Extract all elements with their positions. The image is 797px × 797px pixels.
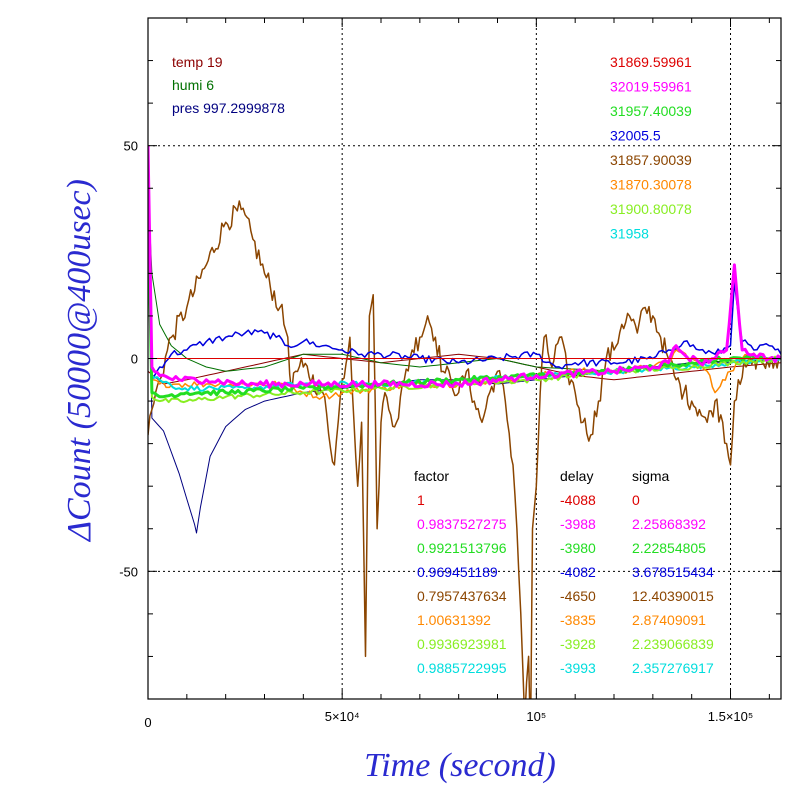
y-axis-label: ΔCount (50000@400usec) — [61, 179, 98, 543]
table-cell-factor-4: 0.7957437634 — [417, 588, 507, 604]
series-legend-entry-2: 31957.40039 — [610, 103, 692, 119]
x-axis-label: Time (second) — [364, 747, 556, 784]
table-cell-delay-6: -3928 — [560, 636, 596, 652]
series-layer — [148, 145, 781, 699]
table-cell-sigma-7: 2.357276917 — [632, 660, 714, 676]
table-cell-factor-5: 1.00631392 — [417, 612, 491, 628]
table-cell-delay-2: -3980 — [560, 540, 596, 556]
env-legend-entry-0: temp 19 — [172, 54, 223, 70]
table-cell-factor-0: 1 — [417, 492, 425, 508]
series-legend-entry-6: 31900.80078 — [610, 201, 692, 217]
env-legend-entry-1: humi 6 — [172, 77, 214, 93]
table-cell-factor-6: 0.9936923981 — [417, 636, 507, 652]
tick-labels: 0 5×10⁴ 10⁵ 1.5×10⁵ 50 0 -50 — [119, 139, 753, 730]
table-cell-sigma-3: 3.678515434 — [632, 564, 714, 580]
series-legend-entry-7: 31958 — [610, 226, 649, 242]
series-legend-entry-3: 32005.5 — [610, 128, 661, 144]
series-legend-entry-1: 32019.59961 — [610, 79, 692, 95]
table-cell-delay-7: -3993 — [560, 660, 596, 676]
table-cell-delay-4: -4650 — [560, 588, 596, 604]
x-tick-label-1: 5×10⁴ — [325, 709, 360, 724]
table-cell-sigma-5: 2.87409091 — [632, 612, 706, 628]
legend: temp 19 humi 6 pres 997.2999878 31869.59961… — [172, 54, 692, 242]
y-tick-label-0: 50 — [124, 139, 138, 154]
table-header-factor: factor — [414, 468, 449, 484]
x-tick-label-3: 1.5×10⁵ — [708, 709, 754, 724]
table-header-sigma: sigma — [632, 468, 670, 484]
table-header-delay: delay — [560, 468, 593, 484]
x-tick-label-2: 10⁵ — [526, 709, 546, 724]
series-legend-entry-4: 31857.90039 — [610, 152, 692, 168]
env-legend-entry-2: pres 997.2999878 — [172, 100, 285, 116]
table-cell-sigma-4: 12.40390015 — [632, 588, 714, 604]
table-cell-delay-5: -3835 — [560, 612, 596, 628]
env-curve-0 — [148, 353, 781, 385]
table-cell-sigma-2: 2.22854805 — [632, 540, 706, 556]
table-cell-sigma-0: 0 — [632, 492, 640, 508]
table-cell-delay-3: -4082 — [560, 564, 596, 580]
table-cell-sigma-6: 2.239066839 — [632, 636, 714, 652]
table-cell-factor-7: 0.9885722995 — [417, 660, 507, 676]
table-cell-factor-1: 0.9837527275 — [417, 516, 507, 532]
x-tick-label-0: 0 — [144, 715, 151, 730]
table-cell-delay-1: -3988 — [560, 516, 596, 532]
table-cell-delay-0: -4088 — [560, 492, 596, 508]
table-cell-sigma-1: 2.25868392 — [632, 516, 706, 532]
series-line-1 — [148, 145, 781, 389]
series-legend-entry-5: 31870.30078 — [610, 177, 692, 193]
table-cell-factor-2: 0.9921513796 — [417, 540, 507, 556]
table-cell-factor-3: 0.969451189 — [417, 564, 498, 580]
y-tick-label-1: 0 — [131, 352, 138, 367]
y-tick-label-2: -50 — [119, 564, 138, 579]
fit-table: factor delay sigma 1 -4088 0 0.9837527275 -3988… — [414, 468, 714, 676]
ticks — [147, 17, 781, 700]
series-legend-entry-0: 31869.59961 — [610, 54, 692, 70]
